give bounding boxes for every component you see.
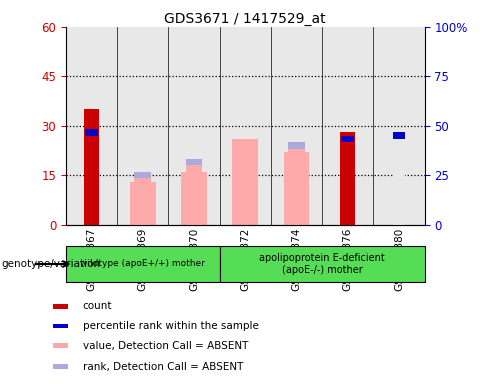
Text: wildtype (apoE+/+) mother: wildtype (apoE+/+) mother: [81, 260, 205, 268]
Text: count: count: [82, 301, 112, 311]
Bar: [340, 132, 355, 225]
Text: percentile rank within the sample: percentile rank within the sample: [82, 321, 259, 331]
Bar: [134, 172, 151, 225]
Bar: [284, 152, 309, 225]
Bar: [181, 172, 207, 225]
Bar: [53, 343, 68, 348]
Bar: [185, 159, 203, 225]
Bar: [220, 246, 425, 282]
Bar: [134, 179, 151, 225]
Text: rank, Detection Call = ABSENT: rank, Detection Call = ABSENT: [82, 362, 243, 372]
Title: GDS3671 / 1417529_at: GDS3671 / 1417529_at: [164, 12, 326, 26]
Bar: [66, 246, 220, 282]
Text: genotype/variation: genotype/variation: [1, 259, 101, 269]
Bar: [53, 304, 68, 309]
Bar: [288, 142, 305, 225]
Text: value, Detection Call = ABSENT: value, Detection Call = ABSENT: [82, 341, 248, 351]
Bar: [130, 182, 156, 225]
Bar: [392, 139, 406, 225]
Bar: [232, 139, 258, 225]
Bar: [341, 142, 354, 225]
Bar: [53, 364, 68, 369]
Bar: [288, 149, 305, 225]
Bar: [392, 132, 406, 225]
Bar: [185, 166, 203, 225]
Text: apolipoprotein E-deficient
(apoE-/-) mother: apolipoprotein E-deficient (apoE-/-) mot…: [259, 253, 385, 275]
Bar: [85, 129, 98, 225]
Bar: [53, 324, 68, 328]
Bar: [341, 136, 354, 225]
Bar: [84, 109, 99, 225]
Bar: [85, 136, 98, 225]
